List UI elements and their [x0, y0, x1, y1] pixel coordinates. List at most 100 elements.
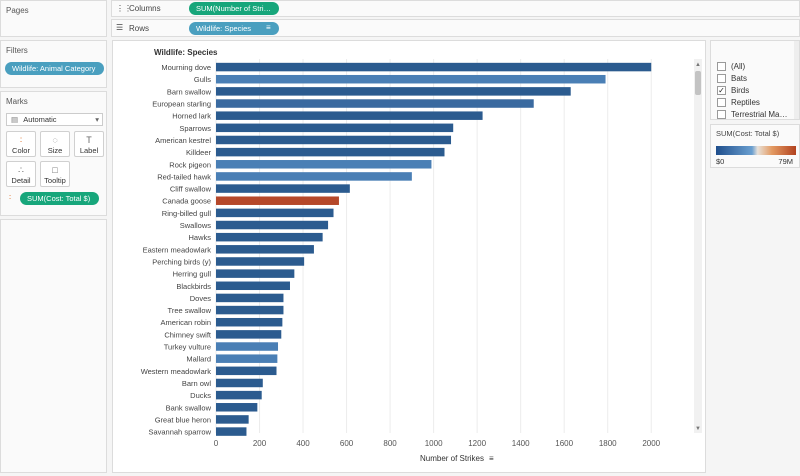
- label-button-label: Label: [79, 146, 99, 155]
- bar[interactable]: [216, 99, 534, 108]
- bar[interactable]: [216, 269, 295, 278]
- category-label: Bank swallow: [166, 403, 212, 412]
- detail-button[interactable]: ∴ Detail: [6, 161, 36, 187]
- columns-icon: ⋮⋮: [116, 4, 132, 13]
- columns-label: Columns: [129, 4, 161, 13]
- category-label: Mallard: [186, 355, 211, 364]
- sort-desc-icon[interactable]: ≡: [266, 23, 271, 32]
- bar[interactable]: [216, 293, 284, 303]
- checkbox-icon[interactable]: [717, 98, 726, 107]
- detail-button-label: Detail: [11, 176, 31, 185]
- mark-type-select[interactable]: ▤ Automatic ▾: [6, 113, 103, 126]
- x-tick-label: 1200: [468, 439, 486, 448]
- bar[interactable]: [216, 366, 277, 376]
- category-label: Savannah sparrow: [148, 428, 211, 437]
- bar[interactable]: [216, 427, 247, 436]
- category-label: Barn swallow: [167, 87, 212, 96]
- bar[interactable]: [216, 220, 329, 230]
- color-button[interactable]: ∶ Color: [6, 131, 36, 157]
- x-tick-label: 200: [253, 439, 267, 448]
- bar[interactable]: [216, 160, 432, 169]
- pages-panel[interactable]: Pages: [0, 0, 107, 37]
- row-header: Wildlife: Species: [154, 48, 218, 57]
- size-icon: ◌: [52, 135, 58, 145]
- bar[interactable]: [216, 172, 412, 181]
- bar[interactable]: [216, 245, 314, 254]
- color-dots-icon: ∶: [9, 193, 12, 202]
- bar[interactable]: [216, 196, 339, 205]
- filter-option[interactable]: (All): [717, 61, 789, 72]
- bar[interactable]: [216, 342, 279, 351]
- x-tick-label: 400: [296, 439, 310, 448]
- category-label: Tree swallow: [168, 306, 212, 315]
- columns-shelf[interactable]: ⋮⋮ Columns SUM(Number of Strikes): [111, 0, 800, 17]
- columns-pill[interactable]: SUM(Number of Strikes): [189, 2, 279, 15]
- category-label: Mourning dove: [161, 63, 211, 72]
- bar[interactable]: [216, 305, 284, 315]
- filters-title: Filters: [6, 46, 28, 55]
- category-label: Ducks: [190, 391, 211, 400]
- category-label: Doves: [190, 294, 212, 303]
- chevron-down-icon: ▾: [95, 115, 99, 124]
- checkbox-icon[interactable]: [717, 110, 726, 119]
- bar[interactable]: [216, 135, 452, 145]
- filters-panel[interactable]: Filters Wildlife: Animal Category: [0, 40, 107, 88]
- filter-option-label: Terrestrial Mammal: [731, 110, 793, 119]
- category-label: Chimney swift: [164, 330, 212, 339]
- bar[interactable]: [216, 74, 606, 84]
- bar[interactable]: [216, 378, 263, 388]
- marks-title: Marks: [6, 97, 28, 106]
- marks-panel: Marks ▤ Automatic ▾ ∶ Color ◌ Size T Lab…: [0, 91, 107, 216]
- bar[interactable]: [216, 62, 652, 72]
- bar[interactable]: [216, 330, 282, 339]
- pages-title: Pages: [6, 6, 29, 15]
- category-label: Herring gull: [173, 270, 212, 279]
- bar[interactable]: [216, 281, 290, 291]
- scroll-up-icon[interactable]: ▲: [695, 62, 701, 68]
- category-label: Horned lark: [172, 112, 211, 121]
- bar[interactable]: [216, 354, 278, 363]
- filter-pill[interactable]: Wildlife: Animal Category: [5, 62, 104, 75]
- bar[interactable]: [216, 257, 305, 266]
- bar[interactable]: [216, 317, 283, 327]
- legend-title: SUM(Cost: Total $): [716, 129, 780, 138]
- bar[interactable]: [216, 111, 483, 120]
- chart-scrollbar-thumb[interactable]: [695, 71, 701, 95]
- chart-panel: 0 200 400 600 800 1000 1200 1400 1600 1800 2000 Wil…: [112, 40, 706, 473]
- filter-option[interactable]: Bats: [717, 73, 789, 84]
- size-button[interactable]: ◌ Size: [40, 131, 70, 157]
- category-label: Canada goose: [162, 197, 211, 206]
- checkbox-icon[interactable]: [717, 74, 726, 83]
- scroll-down-icon[interactable]: ▼: [695, 426, 701, 432]
- x-tick-label: 2000: [642, 439, 660, 448]
- rows-shelf[interactable]: ☰ Rows Wildlife: Species ≡: [111, 19, 800, 37]
- tooltip-button[interactable]: □ Tooltip: [40, 161, 70, 187]
- label-button[interactable]: T Label: [74, 131, 104, 157]
- filter-scroll-track[interactable]: [794, 41, 799, 119]
- color-pill[interactable]: SUM(Cost: Total $): [20, 192, 99, 205]
- bar[interactable]: [216, 123, 454, 133]
- filter-option[interactable]: Reptiles: [717, 97, 789, 108]
- category-label: American kestrel: [155, 136, 211, 145]
- rows-pill[interactable]: Wildlife: Species: [189, 22, 279, 35]
- checkbox-icon[interactable]: [717, 62, 726, 71]
- bar[interactable]: [216, 415, 249, 424]
- legend-gradient[interactable]: [716, 146, 796, 155]
- bar[interactable]: [216, 184, 350, 193]
- color-legend-card: SUM(Cost: Total $) $0 79M: [710, 124, 800, 168]
- category-label: Western meadowlark: [141, 367, 212, 376]
- tooltip-button-label: Tooltip: [44, 176, 66, 185]
- bar[interactable]: [216, 87, 571, 96]
- sort-icon[interactable]: ≡: [489, 454, 494, 463]
- category-label: Red-tailed hawk: [157, 172, 211, 181]
- chart-scrollbar-track[interactable]: [694, 59, 702, 433]
- bar[interactable]: [216, 403, 258, 412]
- bar[interactable]: [216, 208, 334, 218]
- filter-option[interactable]: ✓ Birds: [717, 85, 789, 96]
- x-tick-label: 1000: [425, 439, 443, 448]
- checkbox-checked-icon[interactable]: ✓: [717, 86, 726, 95]
- bar[interactable]: [216, 147, 445, 157]
- bar[interactable]: [216, 390, 262, 400]
- filter-option[interactable]: Terrestrial Mammal: [717, 109, 793, 120]
- bar[interactable]: [216, 232, 323, 242]
